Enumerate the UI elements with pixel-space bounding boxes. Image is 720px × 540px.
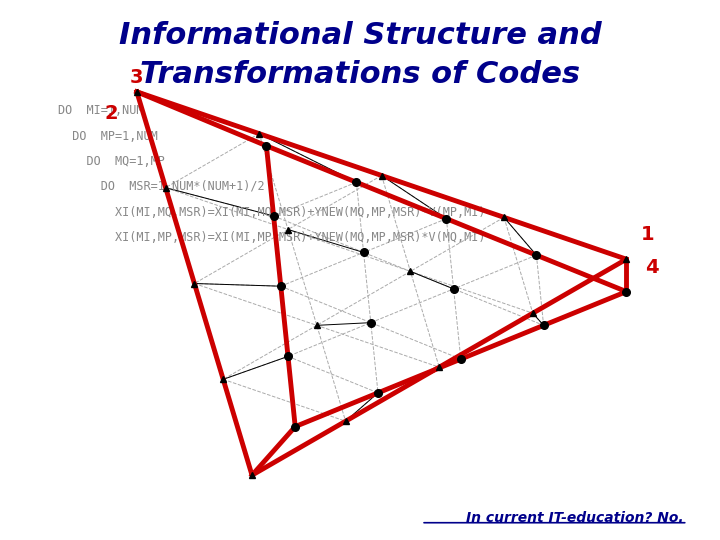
Text: Transformations of Codes: Transformations of Codes <box>140 60 580 89</box>
Text: DO  MI=1,NUM: DO MI=1,NUM <box>58 104 143 117</box>
Text: 2: 2 <box>105 104 118 123</box>
Text: DO  MSR=1,NUM*(NUM+1)/2: DO MSR=1,NUM*(NUM+1)/2 <box>58 180 264 193</box>
Text: 3: 3 <box>130 68 143 87</box>
Text: DO  MP=1,NUM: DO MP=1,NUM <box>58 130 158 143</box>
Text: DO  MQ=1,MP: DO MQ=1,MP <box>58 155 164 168</box>
Text: Informational Structure and: Informational Structure and <box>119 21 601 50</box>
Text: XI(MI,MQ,MSR)=XI(MI,MQ,MSR)+YNEW(MQ,MP,MSR)*V(MP,MI): XI(MI,MQ,MSR)=XI(MI,MQ,MSR)+YNEW(MQ,MP,M… <box>58 206 485 219</box>
Text: In current IT-education? No.: In current IT-education? No. <box>467 511 684 525</box>
Text: 1: 1 <box>642 225 654 245</box>
Text: XI(MI,MP,MSR)=XI(MI,MP,MSR)+YNEW(MQ,MP,MSR)*V(MQ,MI): XI(MI,MP,MSR)=XI(MI,MP,MSR)+YNEW(MQ,MP,M… <box>58 231 485 244</box>
Text: 4: 4 <box>645 258 658 277</box>
